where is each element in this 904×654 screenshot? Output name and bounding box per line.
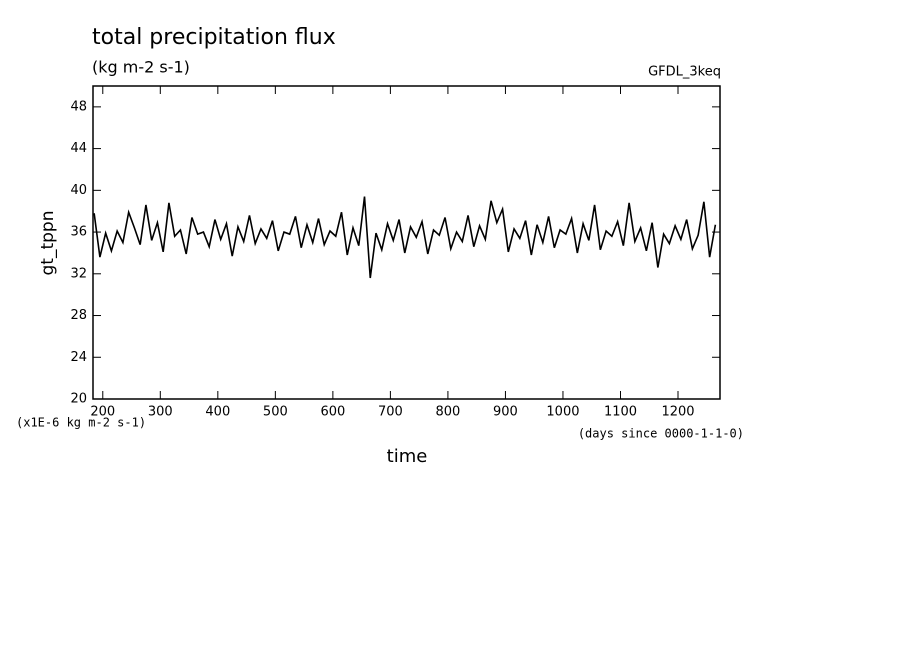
y-tick-label: 44 [70, 141, 87, 156]
y-tick-label: 28 [70, 308, 87, 323]
x-tick-label: 1200 [661, 405, 694, 420]
chart-title: total precipitation flux [92, 25, 336, 50]
y-tick-label: 36 [70, 225, 87, 240]
y-tick-label: 48 [70, 99, 87, 114]
x-tick-label: 400 [205, 405, 230, 420]
y-tick-label: 20 [70, 392, 87, 407]
x-tick-label: 200 [90, 405, 115, 420]
data-line [93, 196, 717, 279]
x-tick-label: 700 [378, 405, 403, 420]
x-tick-label: 500 [263, 405, 288, 420]
x-tick-label: 900 [493, 405, 518, 420]
y-units: (x1E-6 kg m-2 s-1) [16, 416, 146, 430]
plot-frame [92, 85, 721, 400]
x-tick-label: 600 [320, 405, 345, 420]
y-axis-label: gt_tppn [38, 211, 58, 276]
x-units: (days since 0000-1-1-0) [578, 427, 744, 441]
x-tick-label: 1000 [546, 405, 579, 420]
x-tick-label: 800 [436, 405, 461, 420]
x-axis-label: time [387, 446, 428, 467]
y-tick-label: 40 [70, 183, 87, 198]
annotation: GFDL_3keq [648, 65, 721, 80]
y-tick-label: 32 [70, 266, 87, 281]
y-tick-label: 24 [70, 350, 87, 365]
x-tick-label: 300 [148, 405, 173, 420]
x-tick-label: 1100 [604, 405, 637, 420]
subtitle: (kg m-2 s-1) [92, 58, 190, 77]
